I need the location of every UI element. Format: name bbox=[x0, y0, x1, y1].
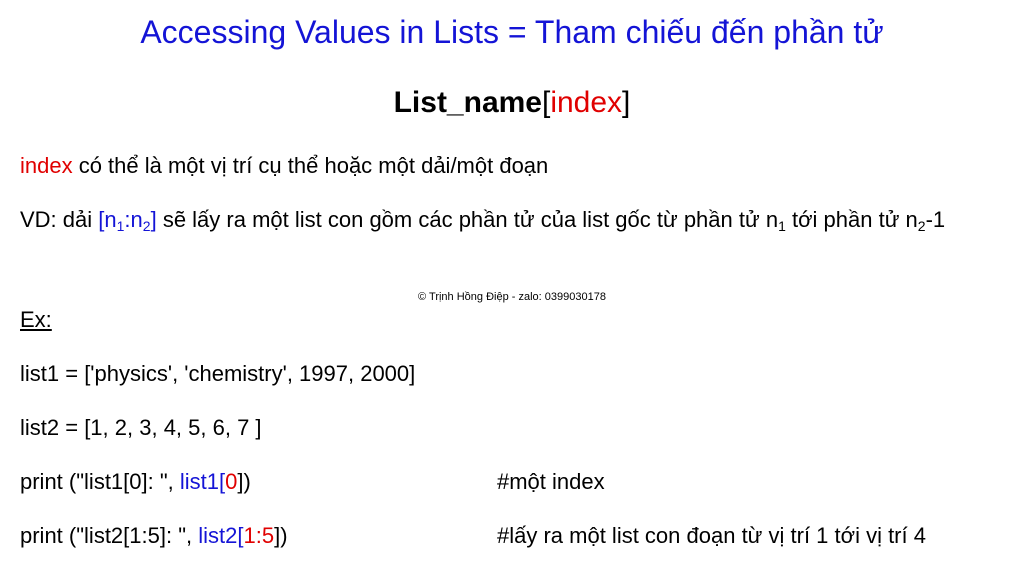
idx: 0 bbox=[225, 469, 238, 494]
syntax-name: List_name bbox=[393, 86, 542, 119]
var: list1 bbox=[179, 469, 220, 494]
var: list2 bbox=[198, 523, 238, 548]
range: [n1:n2] bbox=[98, 207, 157, 234]
credit: © Trịnh Hồng Điệp - zalo: 0399030178 bbox=[418, 291, 606, 303]
line1: index có thể là một vị trí cụ thể hoặc m… bbox=[20, 138, 1005, 194]
code-line: list2 = [1, 2, 3, 4, 5, 6, 7 ] bbox=[20, 415, 262, 440]
title: Accessing Values in Lists = Tham chiếu đ… bbox=[140, 14, 884, 50]
sub: 2 bbox=[917, 218, 926, 234]
text: print ("list2[1:5]: ", bbox=[20, 523, 199, 548]
idx: 1:5 bbox=[243, 523, 275, 548]
print-line: print ("list1[0]: ", list1[0]) bbox=[20, 454, 1005, 510]
sub: 2 bbox=[142, 218, 151, 234]
bracket: [ bbox=[219, 469, 226, 494]
syntax: List_name[index] bbox=[0, 86, 1024, 120]
syntax-close: ] bbox=[622, 86, 631, 119]
text: ]) bbox=[274, 523, 288, 548]
line2: VD: dải [n1:n2] sẽ lấy ra một list con g… bbox=[20, 192, 1005, 254]
keyword: index bbox=[20, 153, 73, 178]
text: print ("list1[0]: ", bbox=[20, 469, 180, 494]
text: VD: dải bbox=[20, 207, 99, 232]
text: tới phần tử n bbox=[785, 207, 918, 232]
text: :n bbox=[124, 207, 143, 232]
ex: Ex: bbox=[20, 307, 52, 332]
text: ]) bbox=[237, 469, 251, 494]
syntax-param: index bbox=[550, 86, 623, 119]
comment: #lấy ra một list con đoạn từ vị trí 1 tớ… bbox=[497, 523, 926, 548]
text: ] bbox=[150, 207, 157, 232]
comment: #một index bbox=[497, 469, 605, 494]
text: sẽ lấy ra một list con gồm các phần tử c… bbox=[156, 207, 779, 232]
text: [n bbox=[98, 207, 117, 232]
bracket: [ bbox=[237, 523, 244, 548]
text: có thể là một vị trí cụ thể hoặc một dải… bbox=[72, 153, 549, 178]
text: -1 bbox=[925, 207, 946, 232]
print-line: print ("list2[1:5]: ", list2[1:5]) bbox=[20, 508, 1005, 564]
code-line: list1 = ['physics', 'chemistry', 1997, 2… bbox=[20, 361, 416, 386]
sub: 1 bbox=[778, 218, 786, 234]
syntax-open: [ bbox=[541, 86, 551, 119]
sub: 1 bbox=[116, 218, 125, 234]
